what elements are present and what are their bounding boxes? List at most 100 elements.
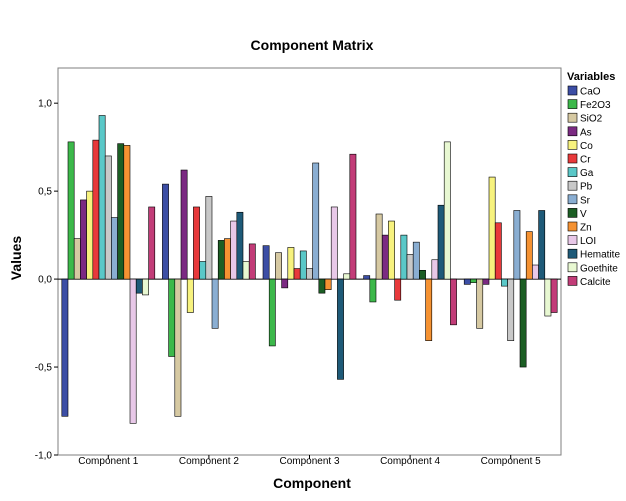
bar-pb-3 [306, 268, 313, 280]
bar-ga-1 [98, 115, 106, 280]
bar-zn-1 [123, 145, 131, 280]
bar-zn-5 [525, 231, 533, 280]
bar-fe2o3-4 [369, 278, 377, 303]
bar-cr-1 [92, 139, 100, 280]
legend-label-as: As [580, 127, 592, 138]
bar-pb-1 [104, 155, 112, 280]
bar-hematite-1 [135, 278, 143, 294]
bar-calcite-3 [349, 153, 357, 280]
legend-label-goethite: Goethite [580, 263, 618, 274]
legend-swatch-co [567, 140, 578, 150]
bar-pb-2 [205, 196, 213, 280]
legend-swatch-loi [567, 235, 578, 245]
bar-sr-5 [513, 210, 521, 280]
legend-label-loi: LOI [580, 236, 596, 247]
plot-area [57, 67, 562, 456]
legend-label-sr: Sr [580, 195, 591, 206]
bars [61, 115, 558, 424]
bar-as-5 [482, 278, 490, 285]
bar-as-2 [180, 169, 188, 280]
bar-calcite-4 [450, 278, 457, 326]
bar-ga-2 [199, 261, 207, 280]
bar-zn-2 [224, 238, 231, 280]
bar-goethite-3 [343, 273, 351, 280]
legend-swatch-pb [567, 180, 578, 191]
bar-ga-4 [400, 234, 408, 280]
bar-cr-3 [293, 268, 301, 280]
bar-pb-5 [507, 278, 515, 341]
bar-cao-2 [162, 183, 169, 280]
bar-hematite-2 [236, 211, 244, 280]
bar-co-2 [186, 278, 194, 313]
legend-swatch-sr [567, 194, 578, 205]
bar-sio2-4 [375, 213, 383, 280]
plot-frame [57, 67, 562, 456]
x-tick-label: Component 2 [179, 456, 239, 467]
legend-label-cr: Cr [580, 155, 591, 166]
legend-swatch-fe2o3 [567, 99, 578, 109]
legend-swatch-v [567, 208, 578, 218]
legend-swatch-hematite [567, 248, 578, 259]
bar-fe2o3-2 [168, 278, 176, 357]
bar-cr-4 [394, 278, 402, 301]
legend-label-zn: Zn [580, 223, 592, 234]
bar-calcite-2 [248, 243, 256, 280]
legend-swatch-cao [567, 85, 578, 96]
bar-sio2-5 [476, 278, 484, 329]
bar-as-1 [80, 199, 87, 280]
legend-swatch-goethite [567, 262, 578, 273]
y-tick-label: -1,0 [35, 451, 53, 462]
bar-cao-5 [463, 278, 471, 285]
bar-loi-2 [230, 220, 238, 280]
legend-swatch-ga [567, 167, 578, 177]
bar-co-5 [488, 176, 496, 280]
y-tick-label: 0,5 [38, 187, 52, 198]
x-tick-label: Component 4 [380, 456, 440, 467]
legend-swatch-sio2 [567, 112, 578, 123]
bar-calcite-1 [148, 206, 156, 280]
bar-sr-2 [211, 278, 219, 329]
bar-co-3 [287, 247, 295, 280]
bar-v-1 [117, 143, 125, 280]
bar-hematite-3 [337, 278, 344, 380]
bar-ga-5 [501, 278, 508, 287]
legend-swatch-calcite [567, 276, 578, 286]
bar-fe2o3-3 [268, 278, 276, 347]
bar-goethite-1 [142, 278, 149, 296]
legend-label-sio2: SiO2 [580, 114, 603, 125]
bar-hematite-5 [538, 210, 546, 280]
legend: Variables CaO Fe2O3 SiO2 As Co Cr Ga Pb Sr V Zn LOI… [567, 71, 620, 288]
legend-label-hematite: Hematite [580, 250, 620, 261]
bar-sr-1 [111, 217, 118, 280]
x-axis-title: Component [273, 475, 351, 491]
legend-label-fe2o3: Fe2O3 [580, 100, 611, 111]
bar-sr-3 [312, 162, 320, 280]
bar-loi-3 [330, 206, 338, 280]
bar-cr-5 [494, 222, 502, 280]
bar-co-4 [388, 220, 395, 280]
bar-calcite-5 [550, 278, 558, 313]
x-axis-tick-labels: Component 1 Component 2 Component 3 Compone… [78, 455, 541, 467]
y-axis-title: Values [8, 236, 24, 281]
bar-goethite-2 [242, 261, 250, 280]
x-tick-label: Component 5 [481, 456, 541, 467]
bar-cao-3 [262, 245, 270, 280]
bar-v-3 [318, 278, 326, 294]
y-tick-label: 0,0 [38, 275, 52, 286]
bar-zn-4 [425, 278, 433, 341]
legend-swatch-cr [567, 153, 578, 164]
bar-pb-4 [406, 254, 414, 280]
bar-co-1 [86, 190, 94, 280]
bar-loi-5 [532, 264, 539, 280]
legend-title: Variables [567, 71, 615, 83]
x-tick-label: Component 3 [279, 456, 339, 467]
bar-ga-3 [299, 250, 307, 280]
bar-sio2-1 [73, 238, 81, 280]
bar-sr-4 [412, 241, 420, 280]
bar-v-5 [519, 278, 527, 368]
x-tick-label: Component 1 [78, 456, 138, 467]
bar-goethite-4 [443, 141, 451, 280]
legend-swatch-as [567, 126, 578, 137]
y-axis-tick-labels: -1,0 -0,5 0,0 0,5 1,0 [35, 99, 58, 462]
bar-v-4 [419, 269, 426, 280]
